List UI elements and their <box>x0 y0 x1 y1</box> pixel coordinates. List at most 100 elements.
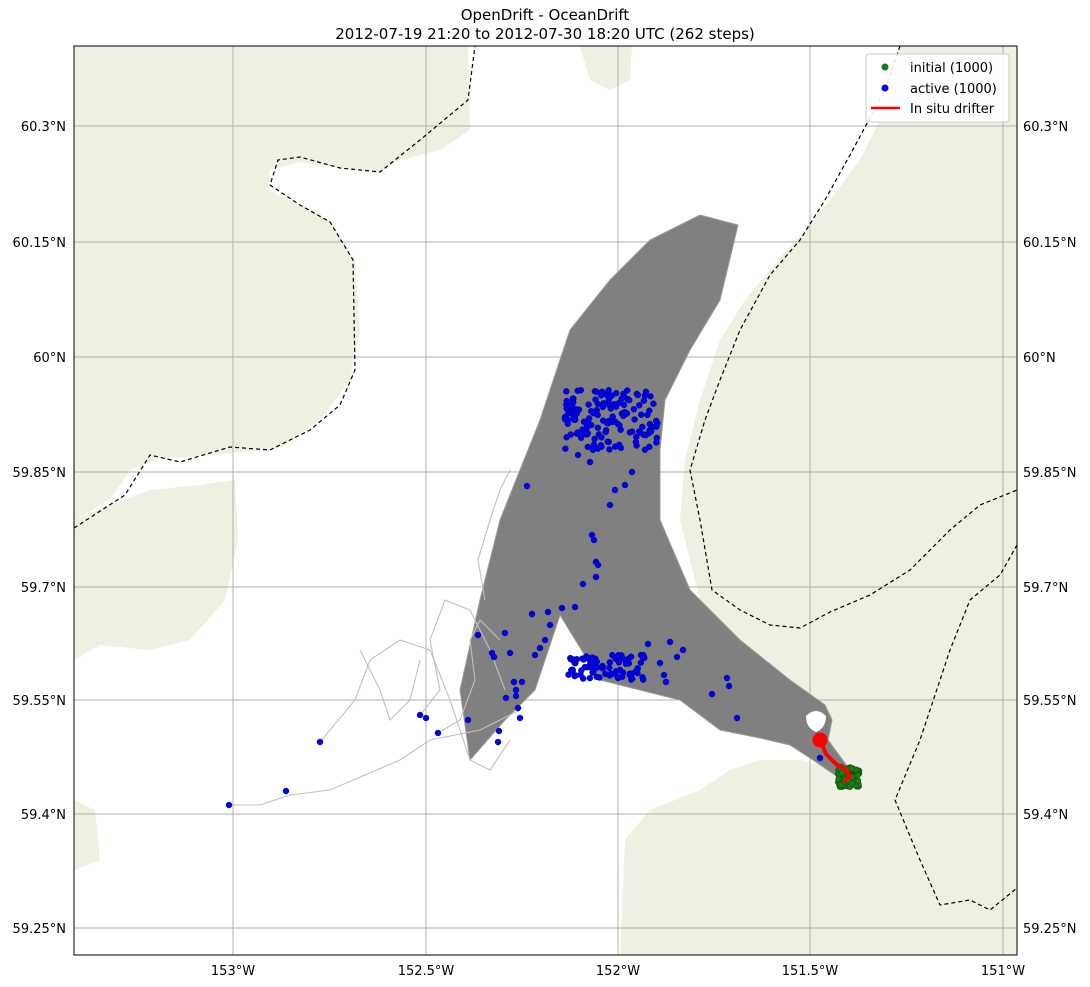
active-particle <box>590 661 597 669</box>
legend-drifter-label: In situ drifter <box>910 102 995 117</box>
lat-label-right: 60°N <box>1023 351 1056 366</box>
lat-label-right: 59.85°N <box>1023 466 1076 481</box>
map-plot-area <box>74 46 1017 955</box>
active-particle <box>578 434 585 441</box>
active-particle <box>628 468 636 476</box>
active-particle <box>628 428 636 435</box>
active-particle <box>589 446 597 454</box>
lat-label-right: 60.15°N <box>1023 236 1076 251</box>
active-particle <box>574 429 581 436</box>
active-particle <box>816 754 824 762</box>
lat-label-right: 59.55°N <box>1023 694 1076 709</box>
lat-label-left: 60.3°N <box>21 120 66 135</box>
active-particle <box>516 714 524 722</box>
boundary-lines <box>74 46 1017 911</box>
active-particle <box>606 446 613 453</box>
initial-particle <box>835 775 842 783</box>
lat-label-left: 60°N <box>33 351 66 366</box>
active-particle <box>641 446 649 453</box>
stray-trajectory <box>477 469 511 601</box>
active-particle <box>594 561 602 569</box>
active-particle <box>708 690 716 698</box>
lat-label-left: 59.25°N <box>13 922 66 937</box>
active-particle <box>494 738 502 746</box>
boundary-northwest <box>74 46 476 529</box>
drifter-track <box>818 739 853 784</box>
land-southwest-corner <box>74 800 100 870</box>
active-particle <box>656 659 664 667</box>
active-particle <box>635 428 643 435</box>
initial-particle <box>837 781 844 789</box>
trajectory-envelope <box>459 214 851 776</box>
active-particle <box>571 656 578 663</box>
active-particle <box>594 424 601 431</box>
active-particle <box>510 678 518 686</box>
trajectories <box>229 214 851 806</box>
active-particle <box>602 428 609 436</box>
stray-trajectory <box>359 649 421 722</box>
lat-label-left: 59.85°N <box>13 466 66 481</box>
active-particle <box>585 401 592 408</box>
active-particle <box>634 391 641 399</box>
active-particle <box>733 714 741 722</box>
active-particle <box>620 401 628 409</box>
land-north-island <box>580 46 632 90</box>
lat-label-right: 59.25°N <box>1023 922 1076 937</box>
active-particle <box>606 501 614 509</box>
active-particle <box>434 729 442 737</box>
active-particle <box>579 580 587 588</box>
active-particle <box>564 420 571 427</box>
boundary-southeast <box>894 544 1017 911</box>
active-particle <box>579 655 586 662</box>
lat-axis-left: 60.3°N 60.15°N 60°N 59.85°N 59.7°N 59.55… <box>13 120 66 937</box>
active-particle <box>590 410 597 417</box>
active-particle <box>599 403 606 411</box>
active-particle <box>653 423 660 430</box>
active-particle <box>501 629 509 637</box>
legend-active-marker <box>881 84 889 92</box>
map-title: OpenDrift - OceanDrift 2012-07-19 21:20 … <box>0 6 1090 44</box>
active-particle <box>679 646 687 654</box>
active-particle <box>631 416 638 423</box>
legend-initial-marker <box>881 63 889 71</box>
active-particle <box>725 682 733 690</box>
active-particle <box>636 402 643 409</box>
active-particle <box>574 451 582 459</box>
active-particle <box>569 395 576 402</box>
active-particle <box>585 415 593 422</box>
active-particle <box>570 416 577 423</box>
active-particle <box>563 388 570 395</box>
active-particle <box>608 392 615 399</box>
active-particle <box>558 604 566 612</box>
land-west-coast <box>74 480 238 660</box>
active-particle <box>546 621 554 629</box>
legend: initial (1000) active (1000) In situ dri… <box>865 53 1010 123</box>
active-particle <box>512 692 520 700</box>
boundary-east <box>689 46 1017 629</box>
active-particle <box>502 694 510 702</box>
active-particle <box>578 667 585 674</box>
active-particle <box>571 603 579 611</box>
lat-label-right: 59.7°N <box>1023 581 1068 596</box>
active-particle <box>660 671 668 679</box>
active-particle <box>282 787 290 795</box>
active-particle <box>622 660 630 667</box>
active-particle <box>640 676 647 683</box>
active-particle <box>567 402 574 409</box>
lon-label: 152°W <box>596 964 640 979</box>
active-particle <box>639 653 646 661</box>
active-particle <box>626 396 633 404</box>
active-particle <box>614 673 621 680</box>
plot-frame <box>73 45 1018 956</box>
stray-trajectory <box>437 619 501 734</box>
active-particle <box>599 665 606 672</box>
lat-axis-right: 60.3°N 60.15°N 60°N 59.85°N 59.7°N 59.55… <box>1023 120 1076 937</box>
active-particle <box>619 393 627 401</box>
active-particle <box>531 651 539 659</box>
active-particle <box>607 670 615 677</box>
active-particle <box>612 443 619 450</box>
active-particle <box>624 387 631 394</box>
active-particle <box>611 486 619 494</box>
stray-trajectory <box>419 599 506 716</box>
active-particle <box>606 664 613 672</box>
